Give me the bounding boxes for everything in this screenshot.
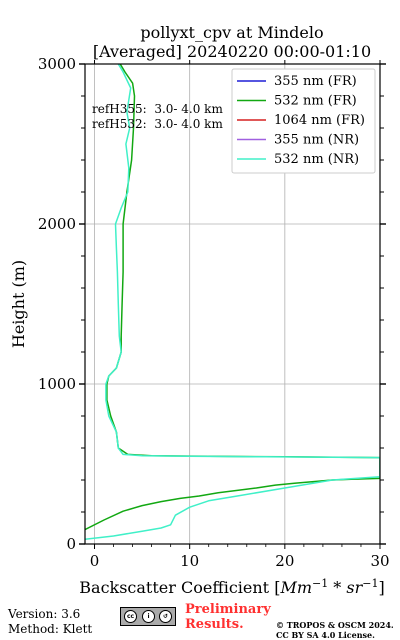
version-text: Version: 3.6 (8, 607, 81, 621)
license-line2: CC BY SA 4.0 License. (276, 630, 375, 640)
preliminary-results-note: Preliminary Results. (185, 602, 271, 632)
y-tick-label: 2000 (38, 215, 76, 233)
x-axis-label: Backscatter Coefficient [Mm−1 * sr−1] (79, 577, 384, 597)
y-tick-label: 0 (66, 535, 76, 553)
legend-label: 532 nm (FR) (274, 94, 357, 109)
legend-label: 355 nm (NR) (274, 133, 359, 148)
x-tick-label: 30 (370, 552, 389, 570)
preliminary-line2: Results. (185, 617, 244, 632)
footer-version-method: Version: 3.6 Method: Klett (8, 607, 92, 637)
method-text: Method: Klett (8, 622, 93, 636)
y-axis-label: Height (m) (9, 260, 28, 348)
x-tick-label: 10 (180, 552, 199, 570)
annotation-refh355: refH355: 3.0- 4.0 km (92, 102, 223, 116)
cc-license-logo: cc i ↺ (120, 607, 176, 626)
plot-frame (84, 63, 381, 545)
y-tick-label: 1000 (38, 375, 76, 393)
legend-label: 532 nm (NR) (274, 152, 359, 167)
series-lines (85, 64, 380, 540)
legend-label: 1064 nm (FR) (274, 113, 365, 128)
x-tick-label: 0 (90, 552, 100, 570)
sa-icon: ↺ (159, 610, 172, 623)
by-icon: i (142, 610, 155, 623)
license-line1: © TROPOS & OSCM 2024. (276, 620, 394, 630)
y-tick-label: 3000 (38, 55, 76, 73)
x-tick-label: 20 (275, 552, 294, 570)
chart-title: pollyxt_cpv at Mindelo (140, 23, 323, 42)
series-line-4 (85, 64, 380, 540)
annotation-refh532: refH532: 3.0- 4.0 km (92, 117, 223, 131)
legend-box (231, 68, 376, 174)
legend: 355 nm (FR) 532 nm (FR) 1064 nm (FR) 355 nm… (231, 68, 376, 174)
preliminary-line1: Preliminary (185, 602, 271, 617)
license-note: © TROPOS & OSCM 2024. CC BY SA 4.0 Licen… (276, 620, 394, 640)
axis-ticks: 0 10 20 30 0 1000 2000 3000 (38, 55, 390, 570)
chart-subtitle: [Averaged] 20240220 00:00-01:10 (93, 42, 371, 61)
cc-icon: cc (124, 610, 137, 623)
legend-label: 355 nm (FR) (274, 74, 357, 89)
